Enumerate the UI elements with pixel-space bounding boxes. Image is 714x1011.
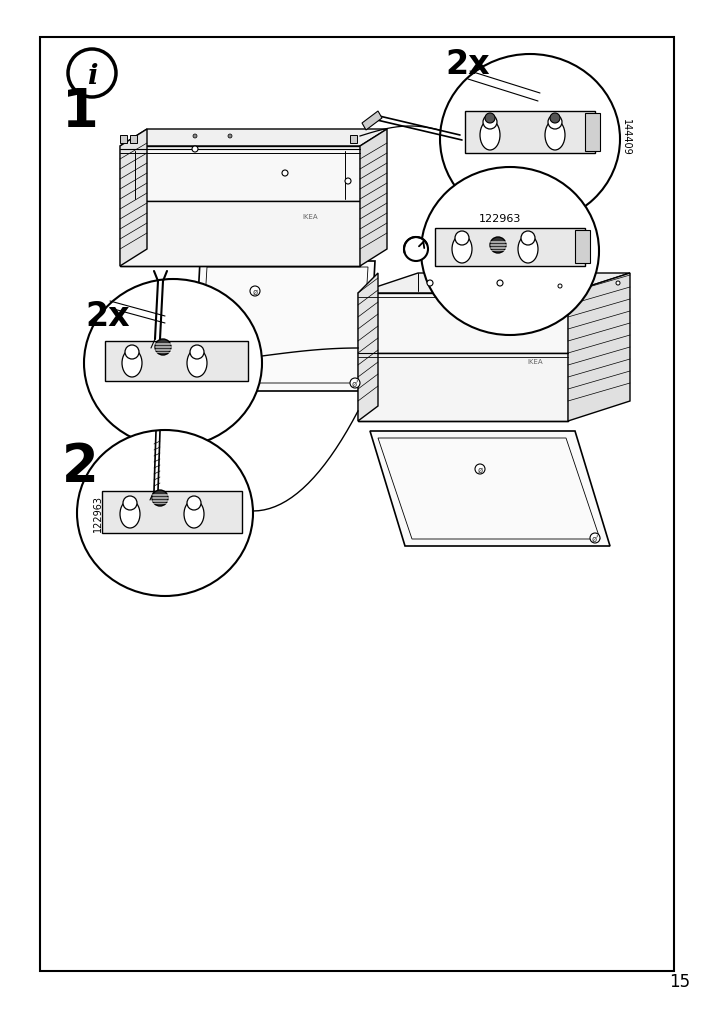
Ellipse shape [490, 238, 506, 254]
Polygon shape [585, 114, 600, 152]
Ellipse shape [187, 350, 207, 378]
Polygon shape [360, 129, 387, 267]
Polygon shape [193, 262, 375, 391]
Circle shape [521, 232, 535, 246]
Circle shape [123, 496, 137, 511]
Polygon shape [370, 432, 610, 547]
Ellipse shape [480, 121, 500, 151]
Text: ø: ø [253, 287, 258, 296]
Polygon shape [120, 129, 147, 267]
Circle shape [68, 50, 116, 98]
Text: 2x: 2x [446, 48, 491, 81]
Polygon shape [568, 274, 630, 422]
Ellipse shape [184, 500, 204, 529]
Circle shape [475, 464, 485, 474]
Polygon shape [120, 129, 387, 147]
Circle shape [483, 116, 497, 129]
Ellipse shape [452, 236, 472, 264]
Polygon shape [120, 135, 127, 144]
Text: 1: 1 [61, 86, 99, 137]
Circle shape [345, 179, 351, 185]
Text: 144409: 144409 [621, 118, 631, 156]
Ellipse shape [84, 280, 262, 448]
Ellipse shape [545, 121, 565, 151]
Polygon shape [358, 274, 378, 422]
Circle shape [548, 116, 562, 129]
Ellipse shape [550, 114, 560, 124]
Ellipse shape [440, 55, 620, 224]
Ellipse shape [155, 340, 171, 356]
Circle shape [558, 285, 562, 289]
Text: 2x: 2x [86, 300, 131, 334]
Circle shape [125, 346, 139, 360]
Polygon shape [130, 135, 137, 144]
Ellipse shape [421, 168, 599, 336]
Circle shape [404, 238, 428, 262]
Text: 15: 15 [670, 972, 690, 990]
Text: 122963: 122963 [479, 213, 521, 223]
Polygon shape [102, 491, 242, 534]
Polygon shape [575, 231, 590, 264]
Text: 2: 2 [61, 441, 99, 492]
Polygon shape [435, 228, 585, 267]
Circle shape [497, 281, 503, 287]
Circle shape [190, 346, 204, 360]
Circle shape [282, 171, 288, 177]
Ellipse shape [120, 500, 140, 529]
Circle shape [187, 496, 201, 511]
Text: ø: ø [478, 465, 483, 474]
Text: IKEA: IKEA [302, 213, 318, 219]
Ellipse shape [485, 114, 495, 124]
Circle shape [350, 379, 360, 388]
Ellipse shape [122, 350, 142, 378]
Ellipse shape [77, 431, 253, 596]
Circle shape [228, 134, 232, 139]
Circle shape [455, 232, 469, 246]
Text: IKEA: IKEA [527, 359, 543, 365]
Polygon shape [358, 354, 568, 422]
Text: ø': ø' [351, 379, 358, 388]
Circle shape [616, 282, 620, 286]
Ellipse shape [518, 236, 538, 264]
Polygon shape [350, 135, 357, 144]
Polygon shape [358, 274, 630, 294]
Polygon shape [465, 112, 595, 154]
Circle shape [590, 534, 600, 544]
Circle shape [192, 147, 198, 153]
Bar [40, 38, 674, 971]
Polygon shape [362, 112, 382, 130]
Polygon shape [105, 342, 248, 381]
Circle shape [427, 281, 433, 287]
Ellipse shape [152, 490, 168, 507]
Polygon shape [120, 202, 360, 267]
Circle shape [250, 287, 260, 296]
Polygon shape [358, 294, 568, 354]
Text: ø': ø' [591, 534, 598, 543]
Text: 122963: 122963 [93, 495, 103, 532]
Circle shape [193, 134, 197, 139]
Text: i: i [86, 63, 97, 89]
Polygon shape [120, 147, 360, 202]
